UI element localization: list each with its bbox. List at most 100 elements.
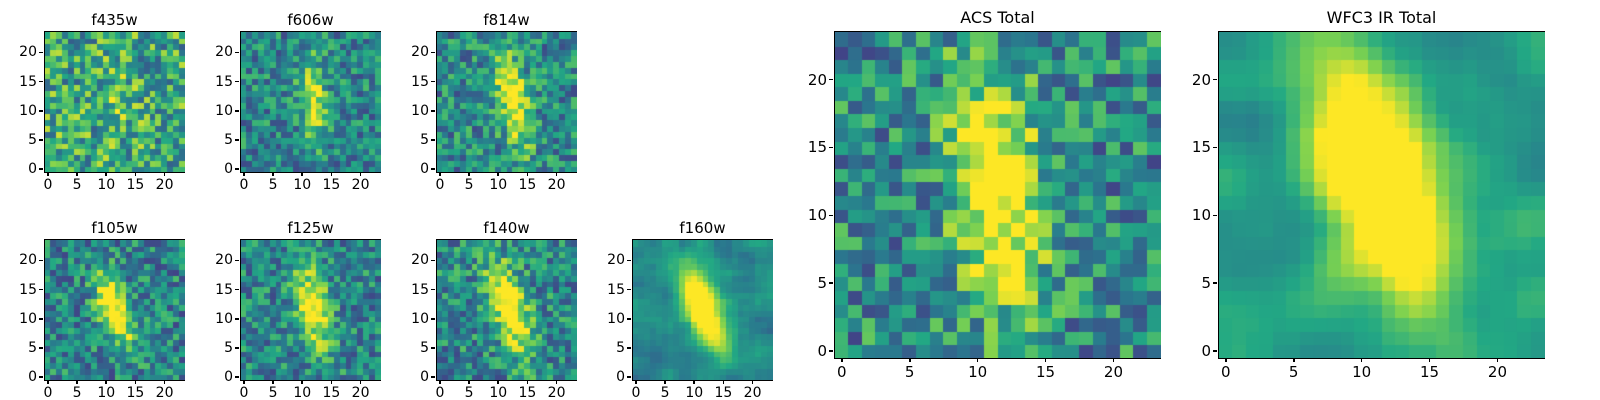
y-tick-mark [235, 376, 240, 378]
y-tick-mark [431, 168, 436, 170]
y-tick-label: 0 [817, 342, 827, 361]
panel-f160w: f160w 0 5 10 15 20 0 5 10 15 20 [607, 218, 773, 400]
x-tick-label: 5 [1288, 363, 1299, 381]
y-tick-label: 20 [1191, 70, 1211, 89]
y-tick-label: 0 [28, 369, 37, 386]
x-tick-mark [497, 380, 500, 384]
y-tick-label: 0 [420, 161, 429, 178]
x-tick-mark [1224, 358, 1227, 362]
y-tick-mark [235, 139, 240, 141]
x-tick-mark [468, 380, 470, 384]
x-tick-mark [664, 380, 666, 384]
x-tick-label: 0 [43, 385, 53, 400]
y-tick-mark [39, 259, 44, 262]
x-tick-mark [976, 358, 979, 362]
y-tick-label: 0 [224, 161, 233, 178]
y-tick-label: 20 [19, 44, 37, 61]
x-tick-mark [1044, 358, 1047, 362]
y-tick-label: 5 [224, 339, 233, 356]
y-tick-label: 5 [420, 131, 429, 148]
x-tick-label: 0 [631, 385, 641, 400]
y-tick-mark [1213, 146, 1218, 149]
x-tick-label: 10 [968, 363, 988, 381]
panel-title-f125w: f125w [287, 219, 334, 237]
y-tick-mark [1213, 350, 1218, 352]
y-tick-mark [39, 80, 44, 83]
x-tick-label: 20 [743, 385, 762, 400]
y-tick-mark [431, 376, 436, 378]
heatmap-wfc3-ir-total [1219, 32, 1545, 358]
x-tick-mark [908, 358, 911, 362]
x-tick-label: 15 [322, 177, 341, 193]
y-tick-label: 15 [1191, 138, 1211, 157]
panel-title-f435w: f435w [91, 11, 138, 29]
x-tick-label: 5 [464, 385, 474, 400]
x-tick-label: 0 [435, 177, 445, 193]
heatmap-f160w [633, 240, 773, 380]
y-tick-label: 10 [411, 102, 429, 119]
y-tick-label: 10 [215, 310, 233, 327]
y-tick-mark [1213, 214, 1218, 217]
x-tick-mark [555, 172, 558, 176]
x-tick-mark [497, 172, 500, 176]
y-tick-mark [431, 317, 436, 320]
x-tick-label: 10 [489, 385, 508, 400]
panel-f140w: f140w 0 5 10 15 20 0 5 10 15 20 [411, 218, 577, 400]
panel-title-wfc3-ir-total: WFC3 IR Total [1326, 8, 1437, 27]
heatmap-f435w [45, 32, 185, 172]
y-tick-mark [39, 317, 44, 320]
heatmap-acs-total [835, 32, 1161, 358]
x-tick-label: 20 [155, 385, 174, 400]
panel-acs-total: ACS Total 0 5 10 15 20 0 5 10 15 20 [808, 8, 1161, 381]
x-tick-label: 10 [685, 385, 704, 400]
y-tick-label: 5 [616, 339, 625, 356]
y-tick-label: 15 [19, 73, 37, 90]
x-tick-mark [468, 172, 470, 176]
x-tick-label: 20 [547, 385, 566, 400]
y-tick-mark [235, 317, 240, 320]
y-tick-mark [829, 282, 834, 285]
x-tick-label: 15 [126, 177, 145, 193]
x-tick-mark [301, 380, 304, 384]
x-tick-label: 20 [351, 177, 370, 193]
panel-title-acs-total: ACS Total [960, 8, 1035, 27]
x-tick-label: 15 [518, 177, 537, 193]
x-tick-label: 5 [660, 385, 670, 400]
y-tick-mark [39, 139, 44, 141]
y-tick-label: 10 [215, 102, 233, 119]
y-tick-label: 5 [1201, 274, 1211, 293]
y-tick-mark [235, 288, 240, 291]
x-tick-label: 15 [1419, 363, 1440, 381]
y-tick-label: 5 [28, 339, 37, 356]
x-tick-label: 10 [293, 177, 312, 193]
x-tick-mark [105, 380, 108, 384]
x-tick-label: 20 [155, 177, 174, 193]
y-tick-label: 10 [607, 310, 625, 327]
x-tick-label: 5 [904, 363, 915, 381]
x-tick-mark [134, 172, 137, 176]
x-tick-mark [301, 172, 304, 176]
y-tick-label: 0 [28, 161, 37, 178]
y-tick-mark [39, 288, 44, 291]
y-tick-label: 15 [215, 73, 233, 90]
x-tick-mark [47, 380, 49, 384]
y-tick-mark [829, 78, 834, 81]
panel-f105w: f105w 0 5 10 15 20 0 5 10 15 20 [19, 218, 185, 400]
x-tick-mark [47, 172, 49, 176]
x-tick-label: 10 [97, 385, 116, 400]
y-tick-mark [235, 259, 240, 262]
x-tick-label: 5 [72, 177, 82, 193]
y-tick-mark [627, 317, 632, 320]
x-tick-mark [1112, 358, 1115, 362]
y-tick-mark [39, 51, 44, 54]
x-tick-label: 0 [435, 385, 445, 400]
y-tick-label: 15 [19, 281, 37, 298]
y-tick-label: 5 [224, 131, 233, 148]
x-tick-mark [163, 172, 166, 176]
y-tick-label: 10 [19, 310, 37, 327]
y-tick-mark [431, 347, 436, 349]
y-tick-mark [235, 80, 240, 83]
panel-f606w: f606w 0 5 10 15 20 0 5 10 15 20 [215, 10, 381, 193]
x-tick-mark [272, 380, 274, 384]
